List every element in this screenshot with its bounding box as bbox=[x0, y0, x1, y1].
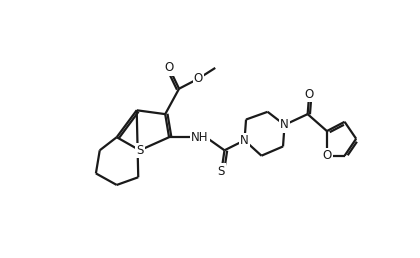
Text: N: N bbox=[280, 118, 289, 131]
Text: O: O bbox=[164, 61, 174, 74]
Text: O: O bbox=[304, 88, 314, 101]
Text: O: O bbox=[322, 149, 331, 162]
Text: NH: NH bbox=[191, 131, 209, 144]
Text: S: S bbox=[218, 165, 225, 178]
Text: N: N bbox=[240, 134, 249, 147]
Text: S: S bbox=[136, 144, 144, 157]
Text: O: O bbox=[194, 72, 203, 85]
